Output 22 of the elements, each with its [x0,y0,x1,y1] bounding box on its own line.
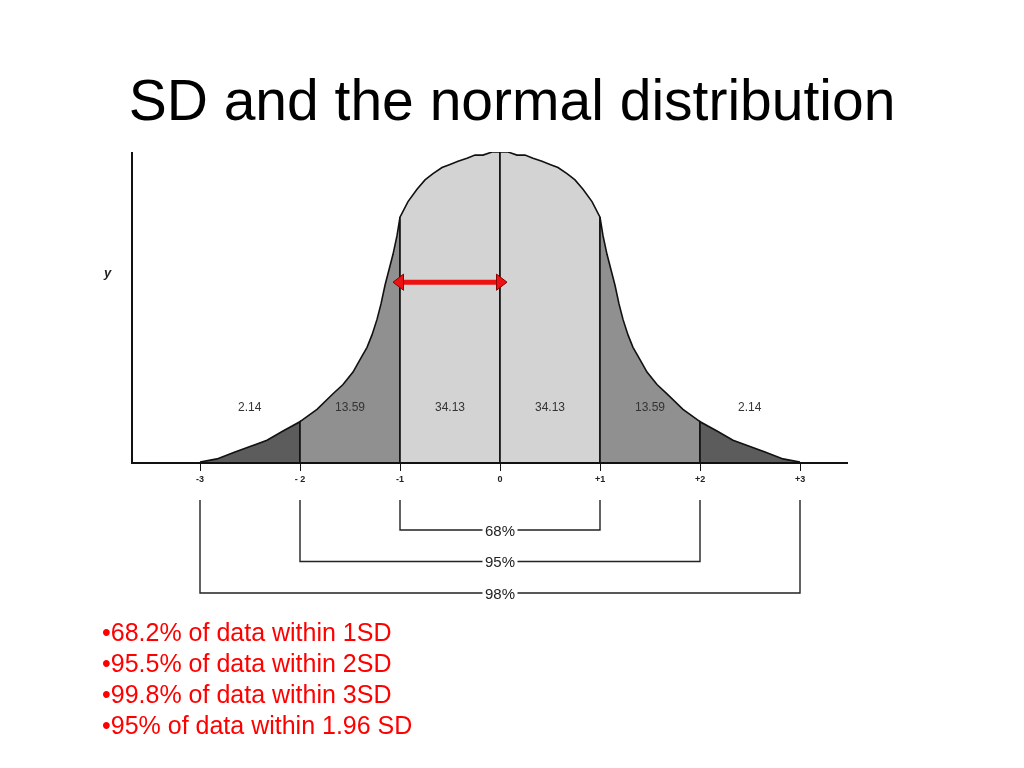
text: 98% [485,585,516,602]
y-axis-title: y [103,265,112,280]
annotation: 2.14 [238,400,262,414]
annotation: 13.59 [335,400,366,414]
text: •95% of data within 1.96 SD [102,711,413,739]
text: 95% [485,553,516,570]
annotation: 13.59 [635,400,666,414]
chart-title: SD and the normal distribution [128,67,896,132]
text: •68.2% of data within 1SD [102,618,392,646]
x-tick-label: +1 [594,473,606,484]
text: •99.8% of data within 3SD [102,680,392,708]
text: •95.5% of data within 2SD [102,649,392,677]
annotation: 34.13 [435,400,466,414]
x-tick-label: - 2 [294,473,306,484]
annotation: 2.14 [738,400,762,414]
text: 68% [485,522,516,539]
x-tick-label: +3 [794,473,806,484]
x-tick-label: -3 [195,473,205,484]
x-tick-label: +2 [694,473,706,484]
x-tick-label: 0 [497,473,503,484]
x-tick-label: -1 [395,473,405,484]
annotation: 34.13 [535,400,566,414]
